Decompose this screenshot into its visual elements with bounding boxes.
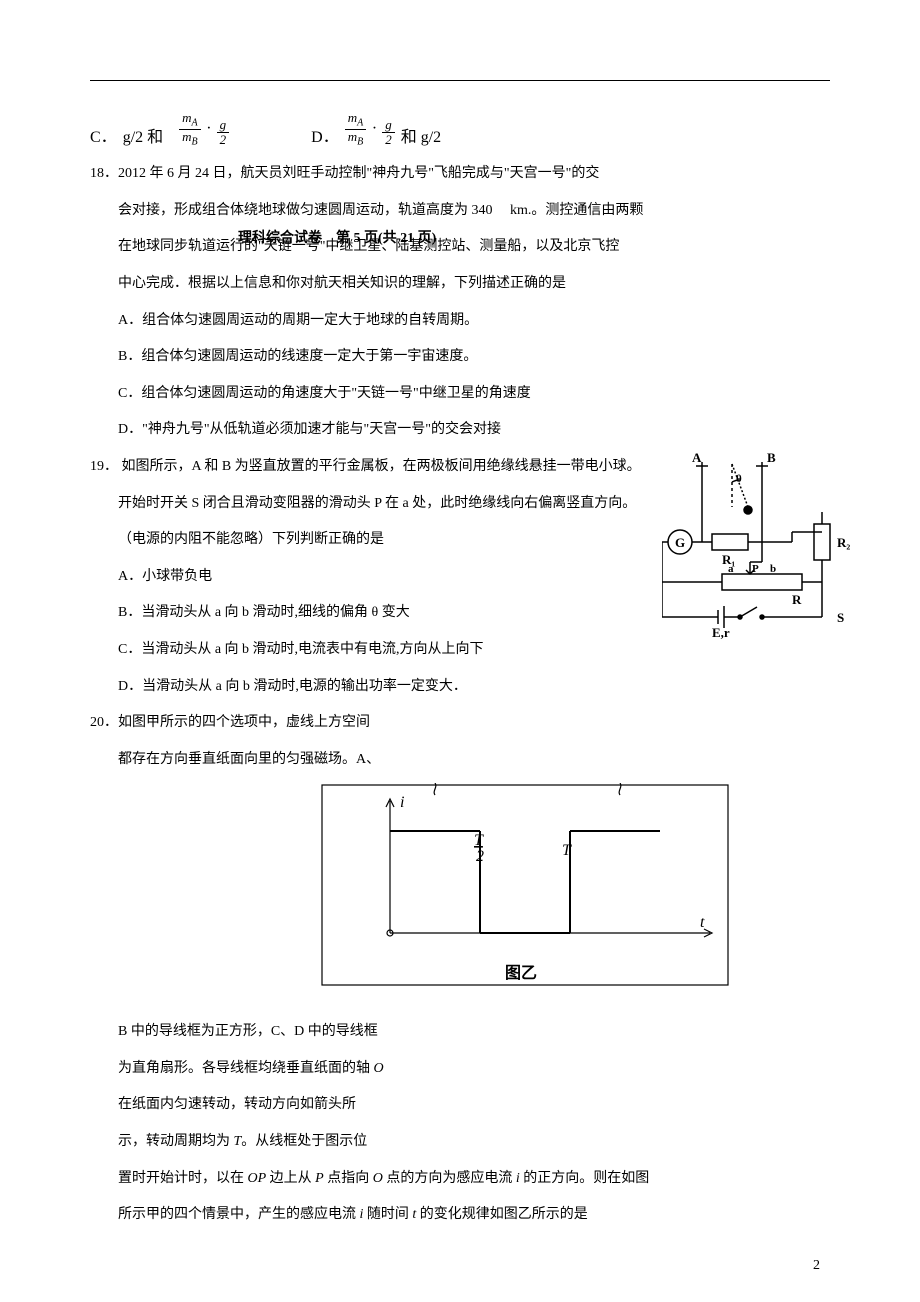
graph-xlabel: t — [700, 914, 705, 931]
frac-ma-mb-2: mA mB — [345, 111, 367, 147]
q20-line8: 所示甲的四个情景中，产生的感应电流 i 随时间 t 的变化规律如图乙所示的是 — [118, 1202, 830, 1229]
q20-line7: 置时开始计时，以在 OP 边上从 P 点指向 O 点的方向为感应电流 i 的正方… — [118, 1166, 830, 1193]
q18-line1: 18．2012 年 6 月 24 日，航天员刘旺手动控制"神舟九号"飞船完成与"… — [90, 161, 830, 188]
q18-line3: 理科综合试卷 第 5 页(共 21 页) 在地球同步轨道运行的"天链一号"中继卫… — [118, 234, 830, 261]
graph-yi: i t T 2 T 图乙 — [320, 783, 730, 1013]
q20-line6: 示，转动周期均为 T。从线框处于图示位 — [118, 1129, 830, 1156]
q20-line4: 为直角扇形。各导线框均绕垂直纸面的轴 O — [118, 1056, 830, 1083]
frac-ma-mb-1: mA mB — [179, 111, 201, 147]
page-number: 2 — [813, 1258, 820, 1274]
option-c-label: C． — [90, 123, 117, 147]
q18-opt-c: C．组合体匀速圆周运动的角速度大于"天链一号"中继卫星的角速度 — [118, 381, 830, 408]
q18-opt-a: A．组合体匀速圆周运动的周期一定大于地球的自转周期。 — [118, 308, 830, 335]
top-horizontal-rule — [90, 80, 830, 81]
label-R2: R₂ — [837, 535, 850, 550]
frac-g2-2: g 2 — [382, 118, 395, 148]
q18-opt-d: D．"神舟九号"从低轨道必须加速才能与"天宫一号"的交会对接 — [118, 417, 830, 444]
graph-caption: 图乙 — [505, 964, 537, 982]
q20-line5: 在纸面内匀速转动，转动方向如箭头所 — [118, 1092, 830, 1119]
q19-opt-d: D．当滑动头从 a 向 b 滑动时,电源的输出功率一定变大． — [118, 674, 830, 701]
frac-g2-1: g 2 — [217, 118, 230, 148]
label-P: P — [752, 563, 759, 575]
circuit-diagram: A B θ G R₁ R₂ a P b R S E,r — [662, 452, 872, 672]
option-c-text1: g/2 和 — [123, 123, 163, 147]
q18-opt-b: B．组合体匀速圆周运动的线速度一定大于第一宇宙速度。 — [118, 344, 830, 371]
label-b: b — [770, 563, 776, 575]
option-d-text: 和 g/2 — [401, 123, 441, 147]
q18-line4: 中心完成．根据以上信息和你对航天相关知识的理解，下列描述正确的是 — [118, 271, 830, 298]
label-R: R — [792, 592, 802, 607]
page-header-overlay: 理科综合试卷 第 5 页(共 21 页) — [238, 226, 436, 253]
graph-T-label: T — [562, 842, 572, 859]
graph-t-half-den: 2 — [476, 848, 484, 865]
dot-2: · — [372, 120, 376, 138]
q20-line3: B 中的导线框为正方形，C、D 中的导线框 — [118, 1019, 830, 1046]
label-S: S — [837, 610, 844, 625]
label-a: a — [728, 563, 734, 575]
option-c-d-row: C． g/2 和 mA mB · g 2 D． mA mB · g 2 和 g/… — [90, 111, 830, 147]
label-A: A — [692, 452, 702, 465]
label-B: B — [767, 452, 776, 465]
option-d-label: D． — [311, 123, 339, 147]
graph-t-half-num: T — [474, 832, 484, 849]
dot-1: · — [207, 120, 211, 138]
q18-line2: 会对接，形成组合体绕地球做匀速圆周运动，轨道高度为 340 km.。测控通信由两… — [118, 198, 830, 225]
q20-line1: 20．如图甲所示的四个选项中，虚线上方空间 — [90, 710, 830, 737]
label-theta: θ — [736, 473, 742, 485]
label-Er: E,r — [712, 625, 730, 640]
graph-ylabel: i — [400, 794, 404, 811]
label-G: G — [675, 535, 685, 550]
q20-line2: 都存在方向垂直纸面向里的匀强磁场。A、 — [118, 747, 830, 774]
